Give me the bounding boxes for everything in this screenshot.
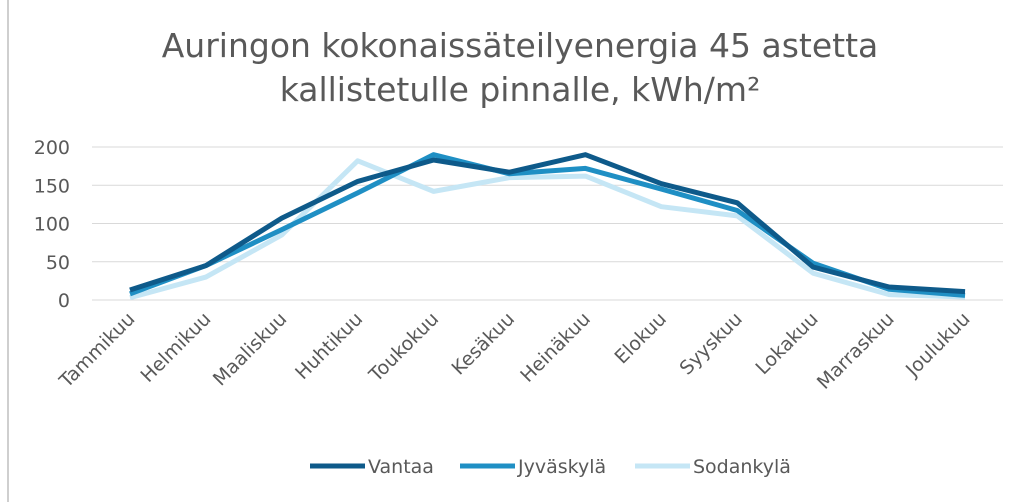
x-tick-label: Toukokuu [364,308,443,387]
y-tick-label: 0 [58,290,70,312]
legend-label: Vantaa [368,456,434,478]
x-tick-label: Marraskuu [813,308,899,394]
x-tick-label: Joulukuu [901,308,975,382]
x-tick-label: Huhtikuu [291,308,367,384]
x-tick-label: Tammikuu [55,308,140,393]
legend-label: Jyväskylä [517,456,606,478]
x-tick-label: Kesäkuu [447,308,519,380]
data-line [129,158,966,301]
y-tick-label: 50 [46,252,70,274]
data-line [129,152,966,298]
y-tick-label: 100 [34,214,70,236]
x-tick-label: Lokakuu [752,308,823,379]
x-tick-label: Elokuu [611,308,671,368]
x-tick-label: Syyskuu [675,308,746,379]
x-tick-label: Heinäkuu [516,308,595,387]
x-tick-label: Helmikuu [137,308,216,387]
y-tick-label: 200 [34,137,70,159]
chart-title: Auringon kokonaissäteilyenergia 45 astet… [161,26,879,109]
y-tick-label: 150 [34,175,70,197]
x-tick-label: Maaliskuu [209,308,291,390]
data-line [129,152,966,295]
legend-label: Sodankylä [693,456,791,478]
